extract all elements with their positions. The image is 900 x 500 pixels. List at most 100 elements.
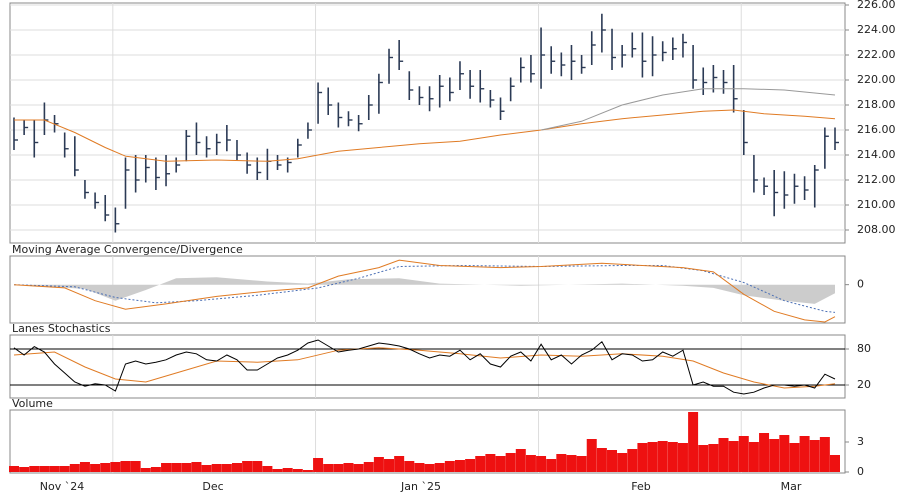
volume-bar <box>657 441 668 472</box>
volume-bar <box>525 455 536 472</box>
y-tick-label: 0 <box>857 465 864 478</box>
volume-bar <box>150 467 161 472</box>
volume-bar <box>556 454 567 472</box>
volume-bar <box>495 456 506 472</box>
volume-bar <box>475 456 486 472</box>
x-tick-label: Dec <box>202 480 223 493</box>
volume-bar <box>688 412 699 472</box>
volume-bar <box>536 456 547 472</box>
volume-bar <box>191 462 202 472</box>
x-tick-label: Jan `25 <box>400 480 441 493</box>
panel-title: Volume <box>12 397 53 410</box>
volume-bar <box>515 449 526 472</box>
y-tick-label: 218.00 <box>857 98 896 111</box>
volume-bar <box>343 463 354 472</box>
volume-bar <box>485 454 496 472</box>
volume-bar <box>728 441 739 472</box>
x-tick-label: Feb <box>631 480 650 493</box>
volume-bar <box>424 464 435 472</box>
volume-bar <box>444 461 455 472</box>
volume-bar <box>79 462 90 472</box>
volume-bar <box>454 460 465 472</box>
volume-bar <box>272 469 283 472</box>
panel-frame <box>9 2 846 244</box>
volume-bar <box>708 444 719 472</box>
histogram-area <box>14 277 835 304</box>
volume-bar <box>262 466 273 472</box>
volume-bar <box>211 464 222 472</box>
volume-bar <box>140 468 151 472</box>
volume-bar <box>505 453 516 472</box>
volume-bar <box>373 457 384 472</box>
indicator-line <box>13 339 836 395</box>
volume-bar <box>333 464 344 472</box>
volume-bar <box>647 442 658 472</box>
volume-bar <box>384 459 395 472</box>
volume-bar <box>221 464 232 472</box>
volume-bar <box>566 455 577 472</box>
volume-bar <box>546 459 557 472</box>
volume-bar <box>353 464 364 472</box>
volume-bar <box>19 467 30 472</box>
y-tick-label: 208.00 <box>857 223 896 236</box>
y-tick-label: 212.00 <box>857 173 896 186</box>
volume-bar <box>819 437 830 472</box>
y-tick-label: 220.00 <box>857 73 896 86</box>
volume-bar <box>465 459 476 472</box>
y-tick-label: 210.00 <box>857 198 896 211</box>
volume-bar <box>292 469 303 472</box>
volume-bar <box>434 463 445 472</box>
volume-bar <box>69 464 80 472</box>
volume-bar <box>282 468 293 472</box>
indicator-line <box>13 347 836 389</box>
volume-bar <box>779 435 790 472</box>
panel-title: Moving Average Convergence/Divergence <box>12 243 243 256</box>
x-tick-label: Nov `24 <box>40 480 84 493</box>
volume-bar <box>769 439 780 472</box>
x-tick-label: Mar <box>781 480 802 493</box>
volume-bar <box>39 466 50 472</box>
volume-bar <box>302 470 313 472</box>
volume-bar <box>799 436 810 472</box>
y-tick-label: 80 <box>857 342 871 355</box>
y-tick-label: 214.00 <box>857 148 896 161</box>
volume-bar <box>414 463 425 472</box>
volume-bar <box>809 440 820 472</box>
volume-bar <box>49 466 60 472</box>
y-tick-label: 222.00 <box>857 48 896 61</box>
y-tick-label: 0 <box>857 278 864 291</box>
y-tick-label: 20 <box>857 378 871 391</box>
volume-bar <box>677 443 688 472</box>
volume-bar <box>404 461 415 472</box>
volume-bar <box>627 449 638 472</box>
panel-frame <box>9 334 846 399</box>
volume-bar <box>9 466 19 472</box>
indicator-line <box>14 109 836 162</box>
volume-bar <box>394 456 405 472</box>
volume-bar <box>607 450 618 472</box>
volume-bar <box>830 455 840 472</box>
indicator-line <box>13 259 836 323</box>
volume-bar <box>718 438 729 472</box>
volume-bar <box>617 453 628 472</box>
volume-bar <box>181 463 192 472</box>
volume-bar <box>130 461 141 472</box>
volume-bar <box>323 464 334 472</box>
volume-bar <box>242 461 253 472</box>
y-tick-label: 3 <box>857 435 864 448</box>
volume-bar <box>586 439 597 472</box>
volume-bar <box>171 463 182 472</box>
volume-bar <box>789 443 800 472</box>
volume-bar <box>698 445 709 472</box>
volume-bar <box>748 442 759 472</box>
volume-bar <box>59 466 70 472</box>
volume-bar <box>759 433 770 472</box>
volume-bar <box>110 462 121 472</box>
volume-bar <box>313 458 324 472</box>
panel-frame <box>9 255 846 324</box>
volume-bar <box>596 448 607 472</box>
volume-bar <box>363 462 374 472</box>
volume-bar <box>201 465 212 472</box>
y-tick-label: 226.00 <box>857 0 896 11</box>
